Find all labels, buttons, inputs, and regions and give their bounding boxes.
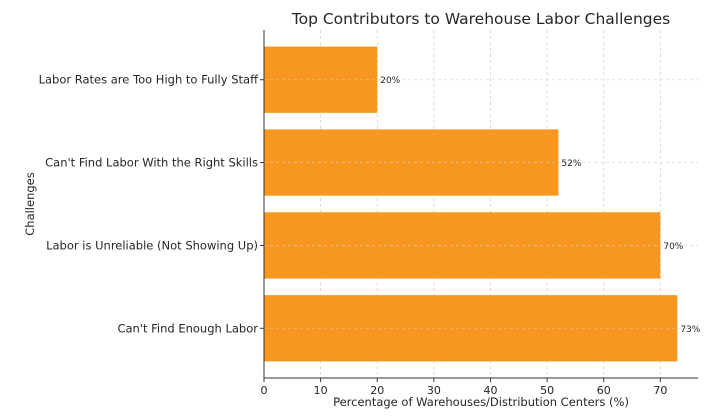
- grid-horizontal: [264, 79, 698, 329]
- y-tick-label: Labor is Unreliable (Not Showing Up): [46, 238, 258, 252]
- y-tick-label: Labor Rates are Too High to Fully Staff: [39, 73, 260, 87]
- x-tick-labels: 0 10 20 30 40 50 60 70: [261, 378, 667, 397]
- data-label: 20%: [380, 76, 400, 86]
- y-tick-labels: Can't Find Enough Labor Labor is Unreliab…: [39, 73, 264, 335]
- x-tick-label: 60: [597, 384, 611, 397]
- y-tick-label: Can't Find Labor With the Right Skills: [45, 156, 258, 170]
- x-tick-label: 50: [540, 384, 554, 397]
- y-axis-label: Challenges: [23, 172, 37, 236]
- x-tick-label: 30: [427, 384, 441, 397]
- data-label: 73%: [680, 325, 700, 335]
- y-tick-label: Can't Find Enough Labor: [117, 321, 258, 335]
- chart-title: Top Contributors to Warehouse Labor Chal…: [291, 10, 670, 28]
- x-tick-label: 10: [314, 384, 328, 397]
- x-axis-label: Percentage of Warehouses/Distribution Ce…: [333, 395, 629, 409]
- data-label: 70%: [663, 242, 683, 252]
- bars: [264, 46, 678, 362]
- x-tick-label: 20: [370, 384, 384, 397]
- x-tick-label: 70: [653, 384, 667, 397]
- data-labels: 73% 70% 52% 20%: [380, 76, 701, 335]
- x-tick-label: 40: [483, 384, 497, 397]
- data-label: 52%: [561, 159, 581, 169]
- x-tick-label: 0: [261, 384, 268, 397]
